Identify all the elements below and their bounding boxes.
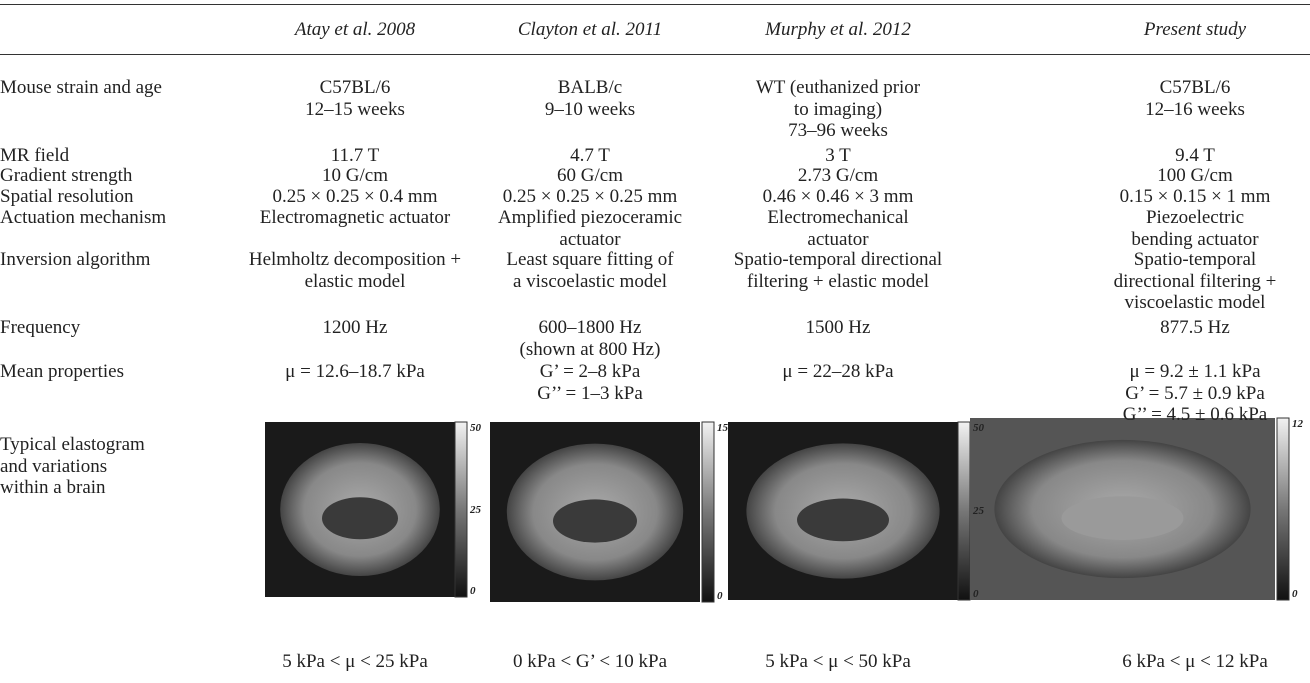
cell-text: 0.25 × 0.25 × 0.25 mm [503, 186, 678, 208]
colorbar-label: 0 [1292, 583, 1298, 605]
cell-text: G’’ = 1–3 kPa [537, 383, 643, 405]
elastogram-detail [1062, 496, 1184, 540]
cell-text: 12–15 weeks [305, 99, 405, 121]
cell-text: 9–10 weeks [545, 99, 635, 121]
cell-text: 1500 Hz [806, 317, 871, 339]
cell-text: C57BL/6 [320, 77, 391, 99]
cell-text: Helmholtz decomposition + [249, 249, 461, 271]
cell-text: BALB/c [558, 77, 622, 99]
cell-text: actuator [807, 229, 868, 251]
colorbar-label: 12 [1292, 413, 1303, 435]
cell-text: 3 T [825, 145, 851, 167]
colorbar-label: 0 [973, 583, 979, 605]
colorbar-label: 25 [470, 499, 481, 521]
colorbar [455, 422, 467, 597]
cell-text: to imaging) [794, 99, 882, 121]
cell-text: 11.7 T [331, 145, 380, 167]
row-label: Gradient strength [0, 165, 132, 187]
column-header: Atay et al. 2008 [295, 19, 415, 41]
cell-text: 73–96 weeks [788, 120, 888, 142]
cell-text: 12–16 weeks [1145, 99, 1245, 121]
cell-text: 9.4 T [1175, 145, 1215, 167]
elastogram-detail [553, 499, 637, 542]
cell-text: 0.15 × 0.15 × 1 mm [1120, 186, 1271, 208]
cell-text: G’ = 5.7 ± 0.9 kPa [1125, 383, 1265, 405]
colorbar [1277, 418, 1289, 600]
cell-text: 4.7 T [570, 145, 610, 167]
colorbar-label: 0 [470, 580, 476, 602]
cell-text: 0.46 × 0.46 × 3 mm [763, 186, 914, 208]
elastogram-detail [797, 499, 889, 542]
column-header: Clayton et al. 2011 [518, 19, 662, 41]
cell-text: (shown at 800 Hz) [520, 339, 661, 361]
cell-text: 60 G/cm [557, 165, 623, 187]
cell-text: elastic model [305, 271, 406, 293]
row-label: Mouse strain and age [0, 77, 162, 99]
cell-text: Least square fitting of [506, 249, 673, 271]
cell-text: μ = 12.6–18.7 kPa [285, 361, 425, 383]
elastogram-range: 5 kPa < μ < 50 kPa [765, 651, 911, 673]
row-label: Frequency [0, 317, 80, 339]
cell-text: 1200 Hz [323, 317, 388, 339]
colorbar [702, 422, 714, 602]
cell-text: directional filtering + [1114, 271, 1277, 293]
cell-text: μ = 22–28 kPa [782, 361, 893, 383]
row-label: Spatial resolution [0, 186, 134, 208]
cell-text: 877.5 Hz [1160, 317, 1230, 339]
row-label: and variations [0, 456, 107, 478]
cell-text: bending actuator [1131, 229, 1258, 251]
cell-text: a viscoelastic model [513, 271, 667, 293]
colorbar-label: 50 [973, 417, 984, 439]
elastogram-range: 5 kPa < μ < 25 kPa [282, 651, 428, 673]
cell-text: filtering + elastic model [747, 271, 929, 293]
column-header: Murphy et al. 2012 [765, 19, 911, 41]
elastogram-range: 6 kPa < μ < 12 kPa [1122, 651, 1268, 673]
cell-text: Electromagnetic actuator [260, 207, 450, 229]
colorbar-label: 15 [717, 417, 728, 439]
row-label: Mean properties [0, 361, 124, 383]
cell-text: G’ = 2–8 kPa [540, 361, 641, 383]
row-label: Actuation mechanism [0, 207, 166, 229]
colorbar-label: 0 [717, 585, 723, 607]
row-label: Typical elastogram [0, 434, 145, 456]
cell-text: C57BL/6 [1160, 77, 1231, 99]
cell-text: WT (euthanized prior [756, 77, 920, 99]
cell-text: Electromechanical [767, 207, 908, 229]
colorbar-label: 25 [973, 500, 984, 522]
cell-text: 0.25 × 0.25 × 0.4 mm [273, 186, 438, 208]
cell-text: 100 G/cm [1157, 165, 1232, 187]
cell-text: Piezoelectric [1146, 207, 1244, 229]
row-label: within a brain [0, 477, 106, 499]
cell-text: Spatio-temporal directional [734, 249, 942, 271]
cell-text: G’’ = 4.5 ± 0.6 kPa [1123, 404, 1267, 426]
cell-text: viscoelastic model [1125, 292, 1266, 314]
row-label: Inversion algorithm [0, 249, 150, 271]
cell-text: 600–1800 Hz [539, 317, 642, 339]
colorbar [958, 422, 970, 600]
colorbar-label: 50 [470, 417, 481, 439]
cell-text: 10 G/cm [322, 165, 388, 187]
table-page: Atay et al. 2008 Clayton et al. 2011 Murph… [0, 0, 1310, 683]
elastogram-range: 0 kPa < G’ < 10 kPa [513, 651, 667, 673]
cell-text: actuator [559, 229, 620, 251]
cell-text: μ = 9.2 ± 1.1 kPa [1129, 361, 1260, 383]
cell-text: Amplified piezoceramic [498, 207, 682, 229]
cell-text: Spatio-temporal [1134, 249, 1256, 271]
row-label: MR field [0, 145, 69, 167]
elastogram-detail [322, 497, 398, 539]
column-header: Present study [1144, 19, 1246, 41]
cell-text: 2.73 G/cm [798, 165, 878, 187]
